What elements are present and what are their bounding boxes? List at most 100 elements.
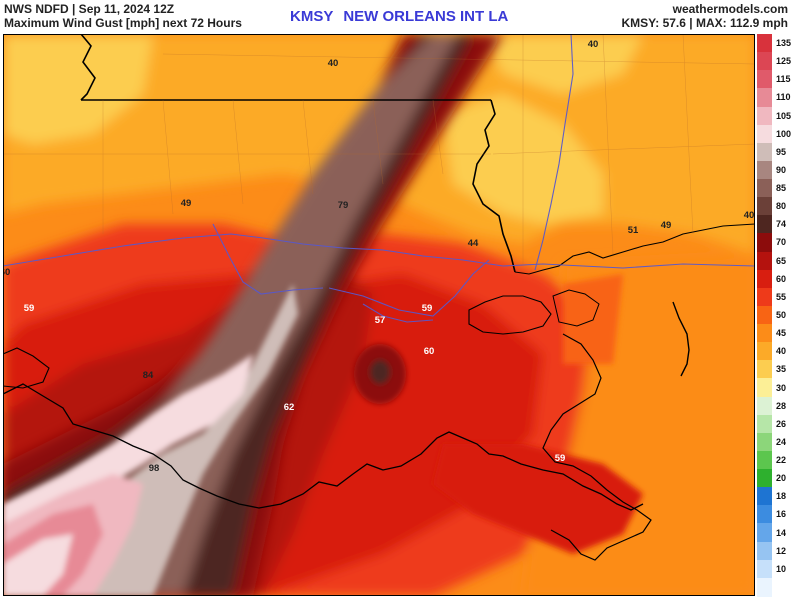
color-scale-label: 40 <box>776 346 787 357</box>
point-label: 60 <box>3 267 10 278</box>
delta-outline <box>542 333 652 561</box>
color-scale-label: 14 <box>776 527 787 538</box>
color-scale-label: 135 <box>776 38 792 49</box>
color-scale-swatch <box>757 342 772 361</box>
point-label: 62 <box>284 402 295 413</box>
lake-pontchartrain <box>468 295 552 335</box>
point-label: 40 <box>744 210 755 221</box>
color-scale-label: 16 <box>776 509 787 520</box>
color-scale-label: 125 <box>776 56 792 67</box>
mississippi-river-border <box>472 99 516 273</box>
east-coast-inlets <box>514 223 755 275</box>
point-labels: 40 40 40 49 79 44 51 49 60 59 57 59 60 8… <box>3 39 754 474</box>
i10-west <box>3 233 384 267</box>
county-lines <box>3 34 755 264</box>
color-scale-swatch <box>757 287 772 307</box>
i10-east <box>382 249 755 269</box>
parish-line-6 <box>432 99 444 175</box>
point-label: 51 <box>628 225 639 236</box>
color-scale-swatch <box>757 487 772 506</box>
station-title: KMSY NEW ORLEANS INT LA <box>290 8 518 25</box>
color-scale-swatch <box>757 269 772 289</box>
color-scale-swatch <box>757 324 772 343</box>
color-scale-label: 24 <box>776 436 787 447</box>
color-scale-swatch <box>757 160 772 180</box>
parish-line-2 <box>162 99 174 215</box>
color-scale-swatch <box>757 450 772 470</box>
state-boundaries <box>80 34 516 273</box>
gust-field-35-region-north <box>3 34 153 144</box>
point-label: 79 <box>338 200 349 211</box>
color-scale-swatch <box>757 88 772 108</box>
i55 <box>534 34 574 271</box>
color-scale-label: 20 <box>776 473 787 484</box>
color-scale-label: 18 <box>776 491 787 502</box>
color-scale-swatch <box>757 106 772 126</box>
parish-line-10 <box>682 34 694 235</box>
gulf-coastline <box>3 383 644 511</box>
color-scale-label: 85 <box>776 183 787 194</box>
color-scale-swatch <box>757 360 772 380</box>
parish-line-12 <box>162 53 755 65</box>
gust-field-35-region-top <box>483 34 643 94</box>
color-scale-swatch <box>757 541 772 561</box>
gust-field-55-coast-east <box>433 444 643 554</box>
point-label: 60 <box>424 346 435 357</box>
color-scale-swatch <box>757 577 772 597</box>
color-scale-label: 115 <box>776 74 791 85</box>
point-label: 49 <box>661 220 672 231</box>
i310 <box>362 303 434 323</box>
station-stats: KMSY: 57.6 | MAX: 112.9 mph <box>621 16 788 30</box>
color-scale-swatch <box>757 34 772 53</box>
color-scale-swatch <box>757 142 772 162</box>
parish-line-4 <box>302 99 314 195</box>
product-line: NWS NDFD | Sep 11, 2024 12Z <box>4 2 175 16</box>
color-scale-swatch <box>757 179 772 198</box>
color-scale-label: 105 <box>776 110 792 121</box>
color-scale-label: 55 <box>776 291 787 302</box>
point-label: 40 <box>588 39 599 50</box>
color-scale-label: 60 <box>776 273 787 284</box>
color-scale-label: 95 <box>776 146 787 157</box>
point-label: 98 <box>149 463 160 474</box>
color-scale-label: 50 <box>776 310 787 320</box>
eye-feature-core <box>370 360 390 384</box>
color-scale-swatch <box>757 523 772 543</box>
color-scale-label: 22 <box>776 455 787 466</box>
point-label: 57 <box>375 315 386 326</box>
color-scale-swatch <box>757 414 772 434</box>
wind-gust-map: 40 40 40 49 79 44 51 49 60 59 57 59 60 8… <box>3 34 755 596</box>
track-core-100-south <box>3 534 73 596</box>
point-label: 59 <box>555 453 566 464</box>
vermilion-bay-coast <box>3 347 50 389</box>
color-scale-label: 65 <box>776 255 787 266</box>
color-scale: 135 125 115 110 105 100 95 90 85 80 74 70 65 60 55 50 45… <box>757 34 800 597</box>
color-scale-label: 70 <box>776 237 787 248</box>
color-scale-label: 12 <box>776 545 787 556</box>
color-scale-swatch <box>757 70 772 89</box>
color-scale-swatch <box>757 197 772 216</box>
parish-line-3 <box>232 99 244 205</box>
point-label: 44 <box>468 238 479 249</box>
point-label: 49 <box>181 198 192 209</box>
color-scale-swatch <box>757 251 772 271</box>
color-scale-swatch <box>757 396 772 416</box>
color-scale-label: 10 <box>776 563 787 574</box>
field-line: Maximum Wind Gust [mph] next 72 Hours <box>4 16 242 30</box>
color-scale-swatch <box>757 305 772 325</box>
color-scale-swatch <box>757 505 772 525</box>
color-scale-swatch <box>757 469 772 488</box>
parish-line-5 <box>372 99 384 185</box>
lake-borgne <box>552 289 600 327</box>
color-scale-swatch <box>757 378 772 398</box>
color-scale-label: 74 <box>776 219 787 230</box>
station-name: NEW ORLEANS INT LA <box>343 8 509 25</box>
point-label: 84 <box>143 370 154 381</box>
color-scale-label: 45 <box>776 328 787 339</box>
color-scale-label: 100 <box>776 128 792 139</box>
chandeleur-islands <box>672 301 690 377</box>
parish-line-9 <box>602 34 614 255</box>
parish-line-11 <box>492 143 755 155</box>
site-credit: weathermodels.com <box>672 2 788 16</box>
color-scale-label: 80 <box>776 201 787 212</box>
